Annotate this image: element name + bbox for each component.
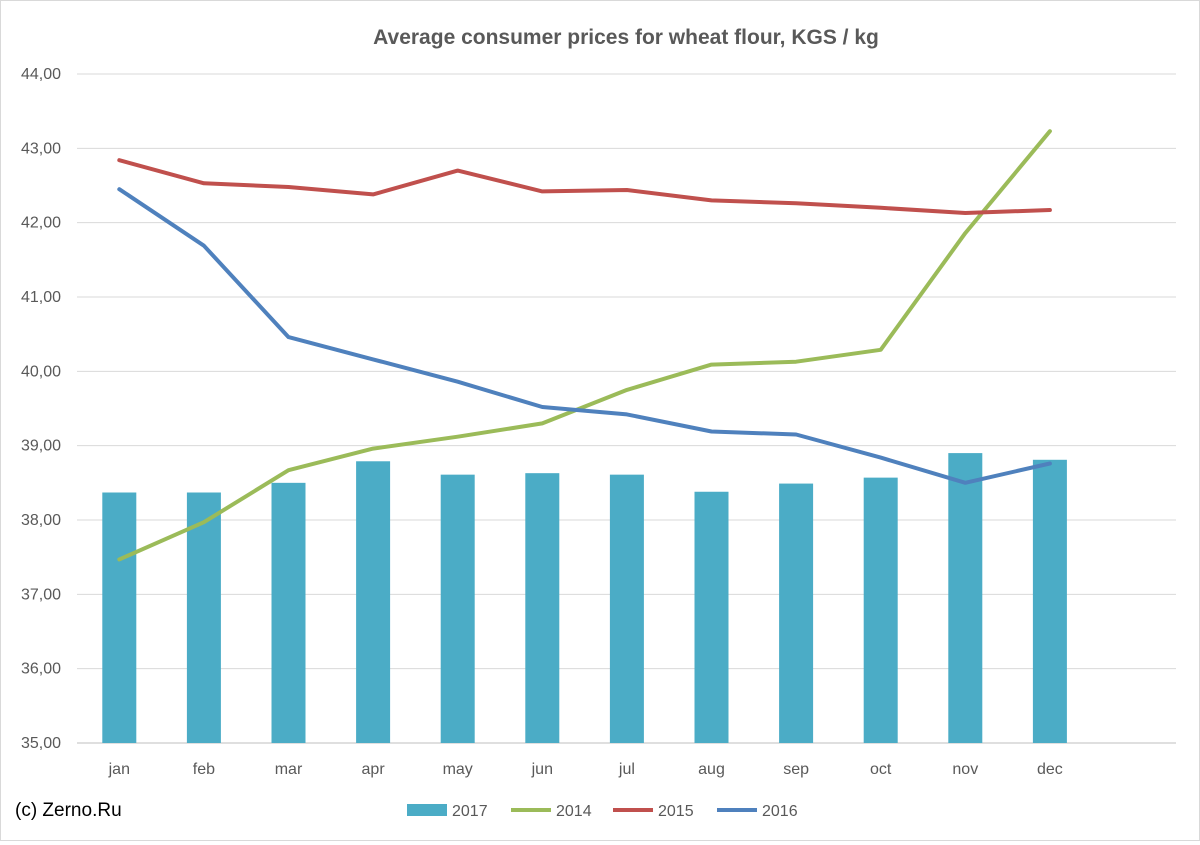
- chart-title: Average consumer prices for wheat flour,…: [373, 26, 879, 49]
- legend-label-2014: 2014: [556, 803, 592, 820]
- credit-text: (c) Zerno.Ru: [15, 800, 122, 821]
- y-tick-label: 43,00: [21, 140, 61, 157]
- bar-2017: [102, 492, 136, 743]
- bar-2017: [525, 473, 559, 743]
- x-tick-label: mar: [275, 761, 303, 778]
- legend-label-2015: 2015: [658, 803, 694, 820]
- x-tick-label: may: [443, 761, 473, 778]
- y-tick-label: 40,00: [21, 363, 61, 380]
- bar-2017: [441, 475, 475, 743]
- y-tick-label: 42,00: [21, 215, 61, 232]
- y-tick-label: 35,00: [21, 735, 61, 752]
- y-axis-ticks: 35,00 36,00 37,00 38,00 39,00 40,00 41,00 42,00…: [21, 66, 61, 752]
- line-2016: [119, 189, 1050, 483]
- x-tick-label: feb: [193, 761, 215, 778]
- y-tick-label: 38,00: [21, 512, 61, 529]
- x-tick-label: apr: [362, 761, 386, 778]
- y-tick-label: 41,00: [21, 289, 61, 306]
- x-tick-label: jan: [108, 761, 130, 778]
- bar-2017: [272, 483, 306, 743]
- bar-2017: [1033, 460, 1067, 743]
- y-tick-label: 39,00: [21, 438, 61, 455]
- x-tick-label: sep: [783, 761, 809, 778]
- bar-2017: [610, 475, 644, 743]
- x-tick-label: oct: [870, 761, 892, 778]
- bar-2017: [864, 478, 898, 743]
- bar-2017: [948, 453, 982, 743]
- legend-swatch-2017: [407, 804, 447, 816]
- x-tick-label: dec: [1037, 761, 1063, 778]
- line-2014: [119, 131, 1050, 559]
- bar-2017: [356, 461, 390, 743]
- x-axis-ticks: jan feb mar apr may jun jul aug sep oct nov dec: [108, 761, 1063, 778]
- line-2015: [119, 160, 1050, 213]
- y-tick-label: 37,00: [21, 586, 61, 603]
- x-tick-label: aug: [698, 761, 725, 778]
- bar-2017: [779, 484, 813, 743]
- legend: 2017 2014 2015 2016: [407, 803, 798, 820]
- y-tick-label: 36,00: [21, 661, 61, 678]
- bar-2017: [695, 492, 729, 743]
- x-tick-label: jul: [618, 761, 635, 778]
- bar-2017: [187, 492, 221, 743]
- x-tick-label: jun: [531, 761, 553, 778]
- line-series: [119, 131, 1050, 559]
- legend-label-2016: 2016: [762, 803, 798, 820]
- x-tick-label: nov: [952, 761, 978, 778]
- y-tick-label: 44,00: [21, 66, 61, 83]
- legend-label-2017: 2017: [452, 803, 488, 820]
